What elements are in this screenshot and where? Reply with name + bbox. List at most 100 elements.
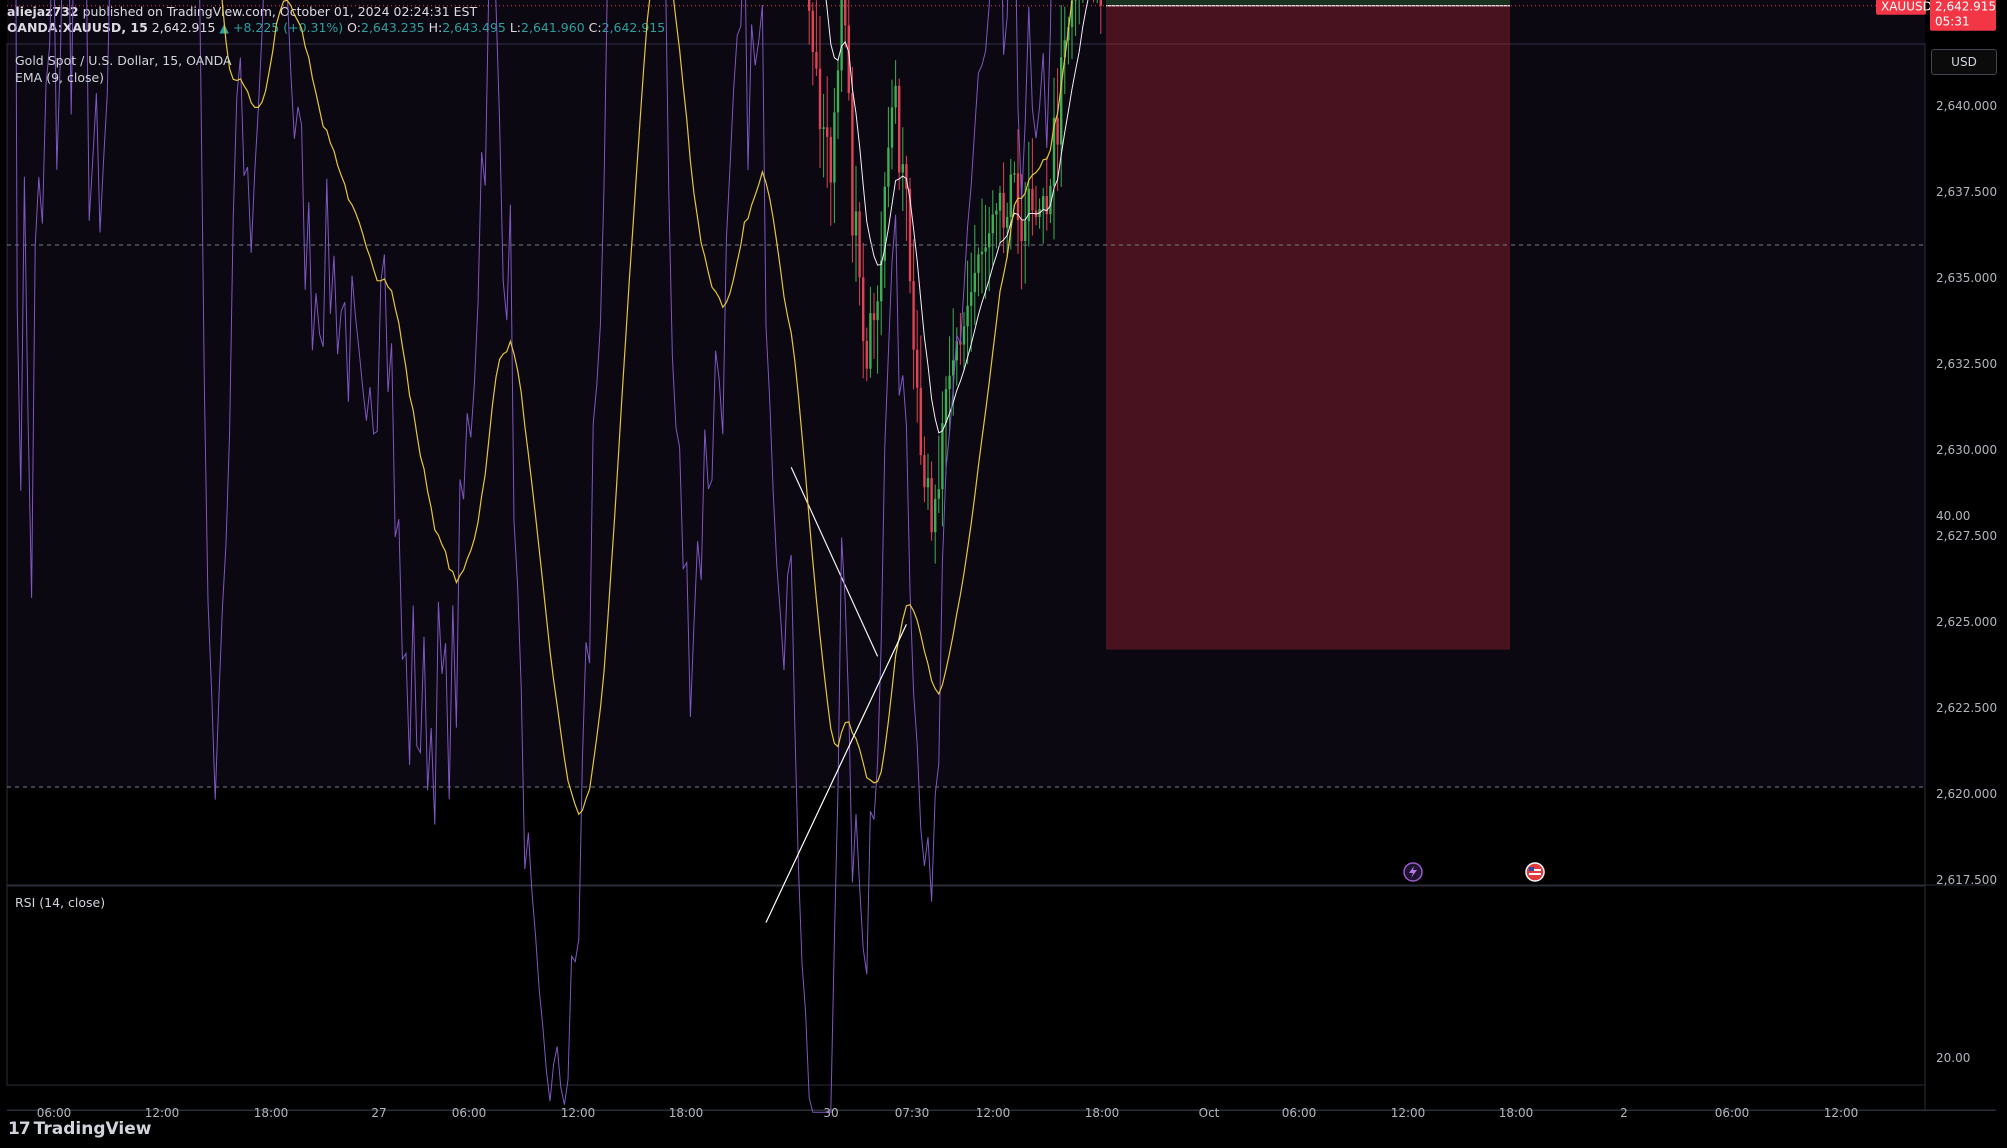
header-change: ▲ +8.225 (+0.31%) — [219, 20, 343, 35]
candle-body — [1031, 188, 1034, 211]
candle-body — [941, 423, 944, 490]
candle-body — [944, 389, 948, 424]
candle-body — [998, 192, 1002, 211]
candle-body — [970, 292, 973, 306]
price-tick-label: 2,637.500 — [1936, 185, 1997, 199]
close-label: C: — [589, 20, 602, 35]
candle-body — [815, 51, 818, 69]
candle-body — [894, 85, 897, 108]
candle-body — [1060, 57, 1063, 145]
candle-body — [916, 349, 919, 388]
candle-body — [991, 214, 994, 234]
candle-body — [847, 25, 850, 94]
price-tick-label: 2,625.000 — [1936, 615, 1997, 629]
open-label: O: — [347, 20, 361, 35]
low-value: 2,641.960 — [521, 20, 585, 35]
close-value: 2,642.915 — [602, 20, 666, 35]
symbol-header: OANDA:XAUUSD, 15 2,642.915 ▲ +8.225 (+0.… — [7, 20, 665, 35]
price-tick-label: 2,630.000 — [1936, 443, 1997, 457]
rsi-line — [15, 0, 1052, 1113]
author-name[interactable]: aliejaz732 — [7, 4, 79, 19]
price-tick-label: 2,622.500 — [1936, 701, 1997, 715]
us-flag-stripe — [1529, 873, 1541, 875]
candle-body — [930, 478, 933, 533]
candle-body — [1063, 40, 1066, 58]
price-tick-label: 2,632.500 — [1936, 357, 1997, 371]
candle-body — [934, 498, 937, 533]
candle-body — [905, 164, 908, 189]
time-tick-label: 06:00 — [37, 1106, 72, 1120]
candle-body — [1045, 196, 1048, 215]
candle-body — [1052, 117, 1056, 187]
time-tick-label: 27 — [371, 1106, 386, 1120]
ema-legend[interactable]: EMA (9, close) — [15, 70, 105, 85]
price-axis: 2,675.0002,672.5002,670.0002,667.5002,66… — [1876, 0, 1997, 1065]
candle-body — [908, 188, 912, 282]
time-tick-label: 12:00 — [561, 1106, 596, 1120]
candle-body — [1002, 192, 1005, 228]
ticker-tag — [1876, 0, 1926, 15]
candle-body — [898, 85, 901, 173]
candle-body — [865, 340, 868, 369]
candle-body — [883, 186, 886, 261]
tradingview-logo[interactable]: 17 TradingView — [8, 1119, 151, 1139]
candle-body — [869, 313, 872, 369]
price-tick-label: 2,627.500 — [1936, 529, 1997, 543]
candle-body — [988, 233, 991, 248]
candle-body — [923, 455, 926, 488]
price-tick-label: 2,640.000 — [1936, 99, 1997, 113]
candle-body — [890, 107, 894, 148]
rsi-tick-label: 40.00 — [1936, 509, 1970, 523]
candle-body — [980, 251, 984, 255]
trend-line — [790, 466, 879, 657]
candle-body — [844, 0, 847, 26]
rsi-pane-frame — [6, 885, 1926, 1086]
candle-body — [836, 70, 840, 113]
candles — [808, 0, 1102, 564]
candle-body — [811, 10, 814, 52]
time-tick-label: 12:00 — [1391, 1106, 1426, 1120]
candle-body — [887, 147, 890, 187]
high-label: H: — [429, 20, 443, 35]
candle-body — [822, 127, 825, 130]
ema-line — [825, 0, 1089, 434]
candle-body — [862, 277, 865, 341]
candle-body — [851, 93, 854, 236]
candle-body — [919, 387, 922, 456]
candle-body — [840, 0, 843, 71]
currency-button[interactable]: USD — [1931, 49, 1997, 75]
main-legend-title[interactable]: Gold Spot / U.S. Dollar, 15, OANDA — [15, 53, 232, 68]
candle-body — [926, 478, 930, 488]
rsi-band-fill — [7, 0, 1925, 787]
tradingview-logo-icon: 17 — [8, 1119, 31, 1139]
price-tick-label: 2,620.000 — [1936, 787, 1997, 801]
time-tick-label: 06:00 — [452, 1106, 487, 1120]
rsi-trend-line — [765, 624, 907, 923]
time-tick-label: 18:00 — [1499, 1106, 1534, 1120]
candle-body — [984, 247, 987, 252]
candle-body — [1042, 196, 1045, 210]
candle-body — [937, 489, 940, 499]
candle-body — [876, 301, 879, 321]
lightning-event-icon[interactable] — [1403, 862, 1423, 882]
open-value: 2,643.235 — [361, 20, 425, 35]
time-tick-label: 18:00 — [1085, 1106, 1120, 1120]
candle-body — [818, 68, 822, 130]
candle-body — [854, 211, 858, 236]
candle-body — [1006, 217, 1009, 228]
candle-body — [833, 112, 836, 183]
countdown-label: 05:31 — [1935, 15, 1970, 29]
candle-body — [808, 0, 811, 11]
time-tick-label: Oct — [1199, 1106, 1220, 1120]
candle-body — [1070, 0, 1074, 27]
rsi-legend[interactable]: RSI (14, close) — [15, 895, 106, 910]
candle-body — [955, 341, 958, 361]
us-flag-canton — [1529, 867, 1534, 871]
candle-body — [826, 127, 829, 137]
us-flag-event-icon[interactable] — [1525, 862, 1545, 882]
candle-body — [901, 164, 904, 173]
time-tick-label: 2 — [1620, 1106, 1628, 1120]
time-tick-label: 07:30 — [895, 1106, 930, 1120]
